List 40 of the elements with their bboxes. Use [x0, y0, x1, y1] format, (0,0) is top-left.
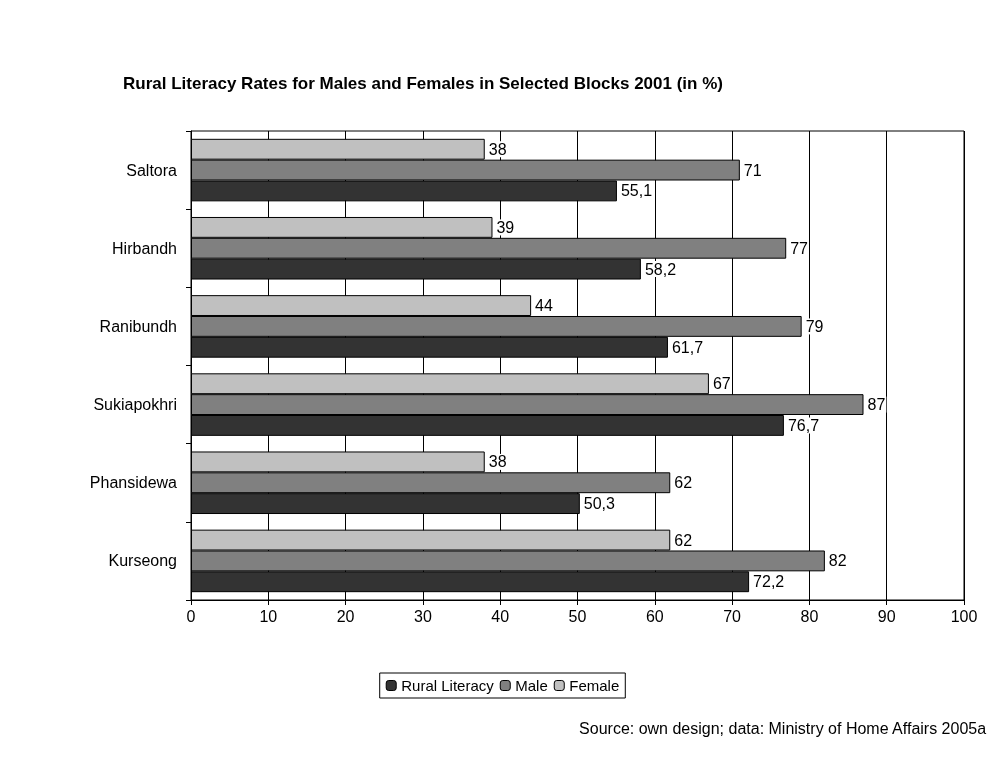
x-tick-label: 70 [723, 607, 742, 625]
data-label: 62 [674, 531, 693, 549]
x-tick-label: 50 [568, 607, 587, 625]
x-tick-label: 80 [800, 607, 819, 625]
chart-title: Rural Literacy Rates for Males and Females in Selected Blocks 2001 (in %) [123, 74, 723, 93]
data-label: 62 [674, 474, 693, 492]
x-tick-label: 0 [186, 607, 196, 625]
y-tick-label: Saltora [126, 161, 178, 179]
y-tick-label: Phansidewa [89, 474, 178, 492]
x-tick-label: 100 [950, 607, 978, 625]
data-label: 38 [488, 453, 507, 471]
data-label: 50,3 [583, 495, 616, 513]
y-tick-label: Kurseong [108, 552, 177, 570]
data-label: 39 [496, 218, 515, 236]
source-note: Source: own design; data: Ministry of Home Affairs 2005a [579, 719, 987, 737]
legend-label: Male [515, 677, 548, 694]
data-label: 44 [535, 297, 554, 315]
x-tick-label: 30 [414, 607, 432, 625]
data-label: 79 [805, 317, 824, 335]
data-label: 82 [828, 552, 847, 570]
y-tick-label: Hirbandh [112, 239, 177, 257]
y-tick-label: Ranibundh [99, 317, 177, 335]
data-label: 58,2 [644, 260, 677, 278]
x-tick-label: 20 [336, 607, 355, 625]
data-label: 72,2 [753, 573, 785, 591]
data-label: 77 [790, 239, 809, 257]
legend-label: Female [569, 677, 620, 694]
x-tick-label: 90 [877, 607, 896, 625]
data-label: 61,7 [671, 338, 704, 356]
data-label: 67 [712, 375, 731, 393]
legend-label: Rural Literacy [401, 677, 495, 694]
x-tick-label: 60 [645, 607, 664, 625]
data-label: 71 [743, 161, 762, 179]
data-label: 55,1 [620, 182, 653, 200]
x-tick-label: 10 [259, 607, 278, 625]
y-tick-label: Sukiapokhri [93, 396, 177, 414]
data-label: 87 [867, 396, 886, 414]
data-label: 76,7 [787, 416, 820, 434]
data-label: 38 [488, 140, 507, 158]
x-tick-label: 40 [491, 607, 510, 625]
